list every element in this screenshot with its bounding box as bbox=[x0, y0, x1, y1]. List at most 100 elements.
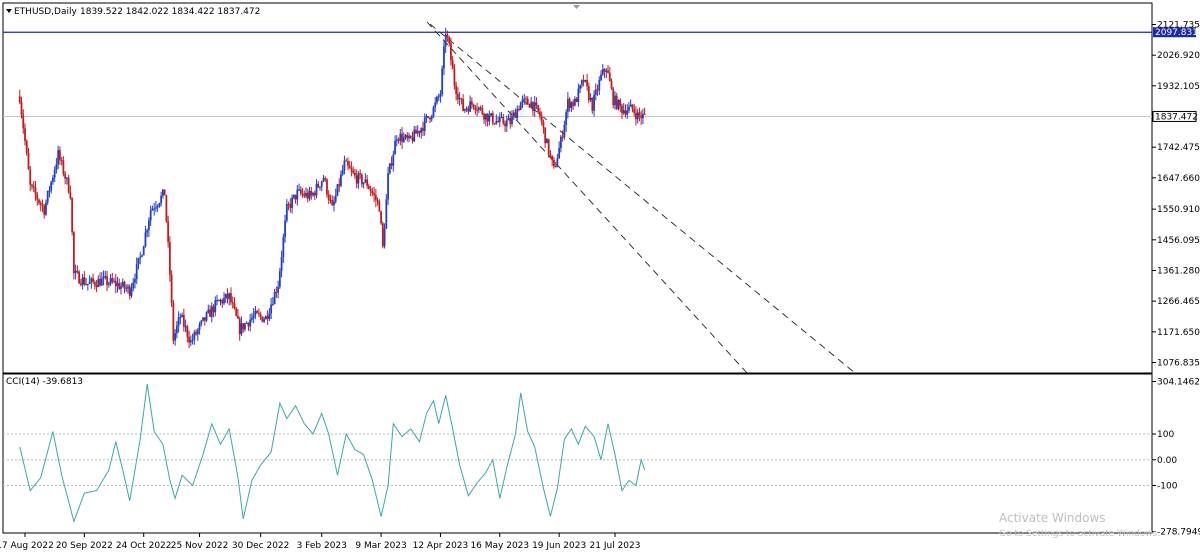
candle-body bbox=[439, 94, 442, 97]
candle-body bbox=[444, 34, 447, 47]
watermark-subtitle: Go to Settings to activate Windows. bbox=[999, 529, 1160, 539]
candle-body bbox=[350, 168, 353, 171]
candle-body bbox=[514, 112, 517, 119]
candle-body bbox=[121, 281, 124, 287]
candle-body bbox=[547, 139, 550, 155]
candle-body bbox=[48, 190, 51, 192]
candle-body bbox=[367, 185, 370, 189]
candle-body bbox=[352, 170, 355, 173]
candle-body bbox=[263, 319, 266, 322]
candle-body bbox=[188, 336, 190, 343]
candle-body bbox=[561, 136, 564, 138]
candle-body bbox=[343, 160, 346, 171]
channel-line-2[interactable] bbox=[429, 23, 856, 374]
candle-body bbox=[422, 128, 424, 131]
candle-body bbox=[313, 192, 316, 196]
candle-body bbox=[436, 96, 438, 103]
last-price-label: 1837.472 bbox=[1155, 112, 1198, 122]
candle-body bbox=[142, 246, 145, 256]
candle-body bbox=[271, 304, 274, 306]
candle-body bbox=[153, 208, 156, 210]
candle-body bbox=[27, 152, 30, 170]
candle-body bbox=[395, 139, 398, 142]
candle-body bbox=[88, 281, 91, 284]
candle-body bbox=[327, 194, 330, 201]
candle-body bbox=[612, 88, 615, 106]
candle-body bbox=[579, 85, 581, 89]
candle-body bbox=[123, 281, 126, 289]
candle-body bbox=[125, 288, 128, 290]
candle-body bbox=[266, 316, 269, 319]
time-axis[interactable]: 17 Aug 2022 20 Sep 2022 24 Oct 2022 25 Nov … bbox=[0, 533, 640, 551]
candle-body bbox=[155, 207, 157, 209]
candle-body bbox=[348, 165, 351, 169]
candle-body bbox=[55, 164, 58, 171]
candle-body bbox=[594, 89, 597, 96]
candle-body bbox=[158, 203, 161, 206]
candle-body bbox=[278, 271, 281, 287]
candle-body bbox=[572, 102, 575, 106]
candle-body bbox=[67, 177, 70, 193]
candle-body bbox=[259, 314, 262, 317]
candle-body bbox=[104, 276, 107, 278]
candle-body bbox=[362, 182, 365, 185]
candle-body bbox=[371, 191, 374, 194]
candle-body bbox=[22, 114, 25, 129]
candle-body bbox=[385, 199, 388, 229]
candle-body bbox=[486, 113, 489, 122]
candle-body bbox=[490, 113, 492, 116]
time-tick-label: 9 Mar 2023 bbox=[355, 541, 406, 551]
candle-body bbox=[546, 139, 548, 144]
candle-body bbox=[413, 129, 416, 142]
candle-body bbox=[498, 117, 501, 122]
candle-body bbox=[135, 263, 138, 280]
candle-body bbox=[29, 169, 32, 185]
candle-body bbox=[483, 114, 485, 120]
symbol-label: ETHUSD,Daily bbox=[14, 7, 77, 17]
candle-body bbox=[551, 155, 554, 161]
candle-body bbox=[615, 95, 618, 109]
candle-body bbox=[189, 340, 192, 343]
candle-body bbox=[416, 130, 419, 134]
candle-body bbox=[137, 258, 140, 264]
price-tick-label: 1932.105 bbox=[1157, 82, 1200, 92]
candle-body bbox=[179, 316, 182, 318]
price-tick-label: 1361.280 bbox=[1157, 266, 1200, 276]
candle-body bbox=[34, 187, 37, 195]
candle-body bbox=[219, 300, 222, 302]
scroll-marker-icon[interactable] bbox=[573, 5, 580, 9]
candle-body bbox=[511, 116, 513, 124]
candle-body bbox=[186, 326, 189, 337]
candle-body bbox=[90, 278, 93, 282]
price-tick-label: 1076.835 bbox=[1157, 359, 1200, 369]
candle-body bbox=[540, 115, 543, 122]
candle-body bbox=[355, 175, 358, 184]
candle-body bbox=[210, 306, 213, 317]
candle-body bbox=[139, 256, 142, 259]
candle-body bbox=[244, 323, 246, 330]
candle-body bbox=[455, 85, 458, 94]
cci-axis[interactable]: 304.1462 100 0.00 -100 -278.7949 bbox=[1152, 378, 1200, 538]
candle-body bbox=[165, 195, 168, 222]
price-axis[interactable]: 2121.735 2026.920 1932.105 1742.475 1647.660… bbox=[1152, 21, 1200, 369]
candle-body bbox=[488, 115, 491, 122]
candle-body bbox=[354, 172, 356, 176]
candle-body bbox=[470, 101, 473, 105]
candle-body bbox=[622, 110, 625, 114]
candle-body bbox=[294, 194, 297, 200]
symbol-menu-icon[interactable] bbox=[6, 9, 12, 13]
candle-body bbox=[107, 283, 110, 285]
candle-body bbox=[577, 88, 580, 102]
candle-body bbox=[450, 43, 452, 61]
candle-body bbox=[275, 291, 278, 293]
candle-body bbox=[404, 135, 407, 138]
candle-body bbox=[264, 316, 267, 320]
candle-body bbox=[521, 99, 524, 103]
candle-body bbox=[261, 316, 264, 322]
candle-body bbox=[331, 200, 334, 206]
candle-body bbox=[231, 302, 234, 304]
candle-body bbox=[202, 317, 204, 321]
candle-body bbox=[381, 223, 384, 247]
candle-body bbox=[163, 189, 166, 196]
